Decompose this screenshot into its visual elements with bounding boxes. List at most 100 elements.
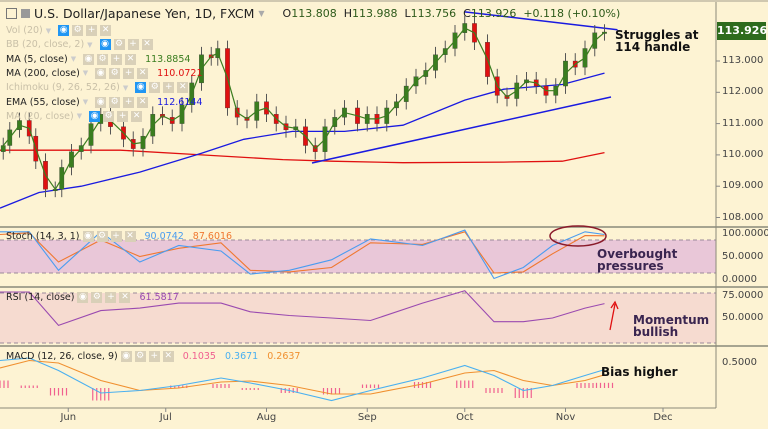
close-icon[interactable]: ✕: [141, 39, 153, 51]
gear-icon[interactable]: ⚙: [109, 67, 121, 79]
macd-signal-line: [0, 359, 605, 395]
close-icon[interactable]: ✕: [119, 292, 131, 303]
chevron-down-icon[interactable]: ▼: [122, 83, 129, 92]
macd-legend: MACD (12, 26, close, 9) ◉ ⚙ + ✕ 0.1035 0.36…: [6, 351, 301, 362]
plus-icon[interactable]: +: [117, 110, 129, 122]
eye-icon[interactable]: ◉: [58, 25, 70, 36]
overbought-ellipse: [549, 225, 607, 247]
gear-icon[interactable]: ⚙: [103, 110, 115, 122]
eye-icon[interactable]: ◉: [82, 231, 94, 242]
indicator-label[interactable]: EMA (55, close): [6, 96, 80, 108]
eye-icon[interactable]: ◉: [83, 53, 95, 65]
indicator-label[interactable]: BB (20, close, 2): [6, 39, 85, 51]
eye-icon[interactable]: ◉: [135, 82, 147, 94]
eye-icon[interactable]: ◉: [95, 67, 107, 79]
plus-icon[interactable]: +: [123, 96, 135, 108]
indicator-value: 113.8854: [145, 53, 191, 65]
gear-icon[interactable]: ⚙: [149, 82, 161, 94]
symbol-flag-icon: [21, 9, 30, 18]
indicator-legend: Ichimoku (9, 26, 52, 26) ▼ ◉ ⚙ + ✕: [6, 82, 189, 94]
plus-icon[interactable]: +: [148, 351, 160, 362]
stoch-tick-label: 50.0000: [722, 250, 764, 262]
top-border: [0, 0, 768, 2]
close-icon[interactable]: ✕: [124, 231, 136, 242]
close-icon[interactable]: ✕: [137, 96, 149, 108]
symbol-title[interactable]: U.S. Dollar/Japanese Yen, 1D, FXCM: [34, 6, 255, 21]
gear-icon[interactable]: ⚙: [134, 351, 146, 362]
indicator-legend: BB (20, close, 2) ▼ ◉ ⚙ + ✕: [6, 39, 153, 51]
trendline: [311, 96, 612, 164]
eye-icon[interactable]: ◉: [99, 39, 111, 51]
date-tick-label: Oct: [456, 412, 474, 423]
chart-title-bar: U.S. Dollar/Japanese Yen, 1D, FXCM ▼ O11…: [6, 6, 620, 21]
price-tick-label: 110.000: [722, 148, 764, 160]
indicator-label[interactable]: MA (20, close): [6, 110, 74, 122]
gear-icon[interactable]: ⚙: [91, 292, 103, 303]
indicator-value: 110.0721: [157, 67, 203, 79]
price-pane: [0, 11, 618, 209]
date-tick-label: Jun: [60, 412, 77, 423]
indicator-label[interactable]: Vol (20): [6, 25, 43, 36]
close-icon[interactable]: ✕: [137, 67, 149, 79]
eye-icon[interactable]: ◉: [95, 96, 107, 108]
gear-icon[interactable]: ⚙: [96, 231, 108, 242]
chevron-down-icon[interactable]: ▼: [45, 26, 52, 35]
close-icon[interactable]: ✕: [131, 110, 143, 122]
rsi-tick-label: 50.0000: [722, 312, 764, 323]
eye-icon[interactable]: ◉: [120, 351, 132, 362]
indicator-label[interactable]: MA (5, close): [6, 53, 68, 65]
stoch-legend: Stoch (14, 3, 1) ◉ ⚙ + ✕ 90.0742 87.6016: [6, 231, 233, 242]
plus-icon[interactable]: +: [111, 53, 123, 65]
price-tick-label: 109.000: [722, 180, 764, 192]
plus-icon[interactable]: +: [127, 39, 139, 51]
indicator-legend: Vol (20) ▼ ◉ ⚙ + ✕: [6, 25, 112, 36]
plus-icon[interactable]: +: [123, 67, 135, 79]
eye-icon[interactable]: ◉: [89, 110, 101, 122]
stoch-k-line: [0, 229, 605, 280]
indicator-legend: EMA (55, close) ▼ ◉ ⚙ + ✕ 112.6144: [6, 96, 203, 108]
ma5-line: [2, 27, 605, 191]
chevron-down-icon[interactable]: ▼: [82, 98, 89, 106]
plus-icon[interactable]: +: [86, 25, 98, 36]
indicator-legend: MA (5, close) ▼ ◉ ⚙ + ✕ 113.8854: [6, 53, 191, 65]
close-icon[interactable]: ✕: [177, 82, 189, 94]
chevron-down-icon[interactable]: ▼: [258, 9, 265, 18]
last-price-tag: 113.926: [717, 22, 767, 40]
close-icon[interactable]: ✕: [162, 351, 174, 362]
chevron-down-icon[interactable]: ▼: [82, 69, 89, 78]
date-tick-label: Dec: [653, 412, 673, 423]
close-icon[interactable]: ✕: [100, 25, 112, 36]
annotation-struggles: Struggles at 114 handle: [615, 28, 699, 54]
price-tick-label: 113.000: [722, 55, 764, 66]
date-tick-label: Sep: [357, 412, 377, 423]
chevron-down-icon[interactable]: ▼: [70, 55, 77, 64]
date-tick-label: Jul: [159, 412, 172, 423]
price-tick-label: 111.000: [722, 117, 764, 129]
red-arrow-icon: [609, 303, 616, 331]
gear-icon[interactable]: ⚙: [113, 39, 125, 51]
plus-icon[interactable]: +: [163, 82, 175, 94]
chevron-down-icon[interactable]: ▼: [87, 40, 93, 49]
plus-icon[interactable]: +: [110, 231, 122, 242]
collapse-icon[interactable]: [6, 8, 17, 19]
gear-icon[interactable]: ⚙: [109, 96, 121, 108]
gear-icon[interactable]: ⚙: [97, 53, 109, 65]
indicator-label[interactable]: Ichimoku (9, 26, 52, 26): [6, 82, 120, 94]
macd-line: [0, 357, 605, 402]
plus-icon[interactable]: +: [105, 292, 117, 303]
rsi-band: [0, 293, 716, 343]
gear-icon[interactable]: ⚙: [72, 25, 84, 36]
close-icon[interactable]: ✕: [125, 53, 137, 65]
date-tick-label: Nov: [555, 412, 576, 423]
chevron-down-icon[interactable]: ▼: [76, 112, 83, 121]
rsi-tick-label: 75.0000: [722, 290, 764, 301]
indicator-value: 112.6144: [157, 96, 203, 108]
eye-icon[interactable]: ◉: [77, 292, 89, 303]
price-tick-label: 112.000: [722, 86, 764, 98]
candle-body: [0, 145, 6, 152]
indicator-label[interactable]: MA (200, close): [6, 67, 80, 79]
stoch-d-line: [0, 231, 605, 274]
macd-tick-label: 0.5000: [722, 357, 757, 368]
ohlc-readout: O113.808 H113.988 L113.756 C113.926 +0.1…: [282, 7, 621, 20]
